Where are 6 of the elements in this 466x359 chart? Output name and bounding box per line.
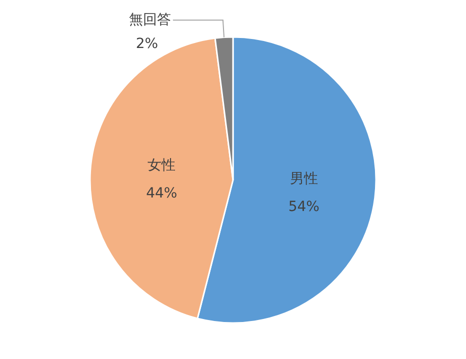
slice-label: 無回答 [128, 12, 171, 28]
data-label: 44% [146, 186, 178, 202]
data-label: 54% [288, 198, 320, 215]
slice-label: 女性 [148, 158, 176, 174]
slice-label: 男性 [290, 170, 318, 187]
data-label: 2% [136, 36, 158, 52]
